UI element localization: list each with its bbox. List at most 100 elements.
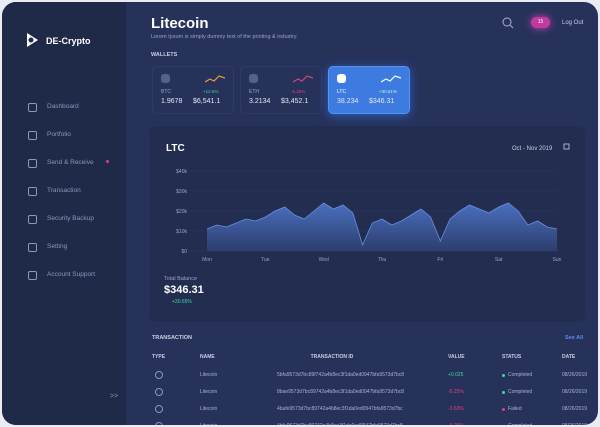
nav-item[interactable]: Dashboard	[47, 103, 79, 110]
type-icon	[155, 405, 163, 413]
wallet-value: $346.31	[369, 98, 395, 105]
see-all[interactable]: See All	[565, 335, 584, 341]
search-icon[interactable]	[502, 17, 514, 29]
notification-badge[interactable]: 15	[531, 17, 550, 28]
page-title: Litecoin	[151, 15, 209, 32]
nav-item[interactable]: Transaction	[47, 187, 81, 194]
chart: LTC Oct - Nov 2019 $0 $10k $20k $30k $40k Mon Tu…	[166, 143, 570, 263]
date-range[interactable]: Oct - Nov 2019	[512, 146, 553, 152]
nav-icon	[28, 131, 37, 140]
wallet-change: -5.25%	[291, 89, 306, 94]
sparkline	[381, 75, 401, 83]
nav-icon	[28, 159, 37, 168]
nav-icon	[28, 103, 37, 112]
y-tick-label: $10k	[176, 229, 187, 235]
table-cell: Litecoin	[200, 406, 218, 412]
sparkline	[205, 75, 225, 83]
type-icon	[155, 388, 163, 396]
table-cell: 08/26/2019	[562, 423, 587, 425]
column-header: DATE	[562, 354, 576, 360]
x-tick-label: Thu	[378, 257, 387, 263]
table-cell: 8bae9573d7bc89742a4b8ec3f1da0ed0947bfa95…	[277, 389, 405, 395]
type-icon	[155, 371, 163, 379]
table-cell: Failed	[508, 406, 522, 412]
table-cell: 5bfa9573d7bc89f742a4b8ec3f1da0ed0947bfa9…	[277, 372, 405, 378]
table-cell: 08/26/2019	[562, 372, 588, 378]
wallet-name: ETH	[249, 89, 259, 95]
nav-icon	[28, 243, 37, 252]
table-cell: -5.25%	[448, 389, 464, 395]
nav-icon	[28, 215, 37, 224]
table-cell: Completed	[508, 423, 532, 425]
brand: DE-Crypto	[46, 36, 91, 46]
table-cell: -5.25%	[448, 423, 464, 425]
chart-title: LTC	[166, 143, 185, 154]
wallet-name: BTC	[161, 89, 171, 95]
nav-icon	[28, 271, 37, 280]
sidebar: DE-Crypto Dashboard Portfolio Send & Recei…	[2, 2, 126, 425]
wallet-amount: 3.2134	[249, 98, 271, 105]
nav-item[interactable]: Account Support	[47, 271, 96, 278]
nav-icon	[28, 187, 37, 196]
y-tick-label: $30k	[176, 189, 187, 195]
nav-item[interactable]: Portfolio	[47, 131, 71, 138]
x-tick-label: Fri	[437, 257, 443, 263]
y-tick-label: $20k	[176, 209, 187, 215]
area	[207, 203, 557, 251]
status-dot	[502, 408, 505, 411]
x-tick-label: Sun	[553, 257, 562, 263]
wallet-icon	[249, 74, 258, 83]
wallet-card[interactable]: LTC 38.234 $346.31 +30.61%	[328, 66, 410, 114]
balance-label: Total Balance	[164, 276, 198, 282]
table-cell: 4bfa9573d7bc89742a4b8ec3f1da0ed0947bfa95…	[277, 423, 403, 425]
wallet-card[interactable]: ETH 3.2134 $3,452.1 -5.25%	[240, 66, 322, 114]
balance-value: $346.31	[164, 284, 204, 296]
subtitle: Lorem Ipsum is simply dummy text of the …	[151, 34, 298, 40]
status-dot	[502, 374, 505, 377]
x-tick-label: Sat	[495, 257, 503, 263]
logo	[27, 33, 38, 47]
table-cell: Completed	[508, 389, 533, 395]
wallet-card[interactable]: BTC 1.9678 $6,541.1 +12.5%	[152, 66, 234, 114]
table-cell: 08/26/2019	[562, 406, 588, 412]
calendar-icon	[563, 143, 570, 150]
table-cell: -3.63%	[448, 406, 464, 412]
column-header: TRANSACTION ID	[310, 354, 354, 360]
nav-dot	[106, 160, 109, 163]
column-header: TYPE	[152, 354, 166, 360]
table-title: TRANSACTION	[152, 335, 193, 341]
column-header: VALUE	[448, 354, 465, 360]
type-icon	[155, 422, 163, 425]
wallet-icon	[161, 74, 170, 83]
y-tick-label: $40k	[176, 169, 187, 175]
wallet-value: $6,541.1	[193, 98, 221, 105]
chart-card: LTC Oct - Nov 2019 $0 $10k $20k $30k $40k Mon Tu…	[150, 126, 585, 322]
y-tick-label: $0	[181, 249, 187, 255]
wallet-amount: 38.234	[337, 98, 359, 105]
wallet-name: LTC	[337, 89, 347, 95]
wallet-change: +30.61%	[379, 89, 397, 94]
collapse-button[interactable]: >>	[110, 393, 119, 400]
wallet-value: $3,452.1	[281, 98, 309, 105]
balance-change: +30.65%	[172, 299, 192, 305]
nav-item[interactable]: Setting	[47, 243, 68, 250]
x-tick-label: Mon	[202, 257, 212, 263]
sparkline	[293, 75, 313, 83]
logout[interactable]: Log Out	[562, 20, 584, 26]
wallet-amount: 1.9678	[161, 98, 183, 105]
nav-item[interactable]: Send & Receive	[47, 159, 94, 166]
wallets-label: WALLETS	[151, 52, 178, 58]
column-header: NAME	[200, 354, 215, 360]
table-cell: Litecoin	[200, 389, 218, 395]
column-header: STATUS	[502, 354, 522, 360]
area-line	[206, 202, 558, 247]
table-cell: Completed	[508, 372, 533, 378]
table-cell: 4bafe9573d7bc89742a4b8ec3f1da0ed0947bfa9…	[277, 406, 403, 412]
x-tick-label: Tue	[261, 257, 270, 263]
table-cell: 08/26/2019	[562, 389, 588, 395]
status-dot	[502, 391, 505, 394]
nav-item[interactable]: Security Backup	[47, 215, 94, 222]
x-tick-label: Wed	[319, 257, 329, 263]
